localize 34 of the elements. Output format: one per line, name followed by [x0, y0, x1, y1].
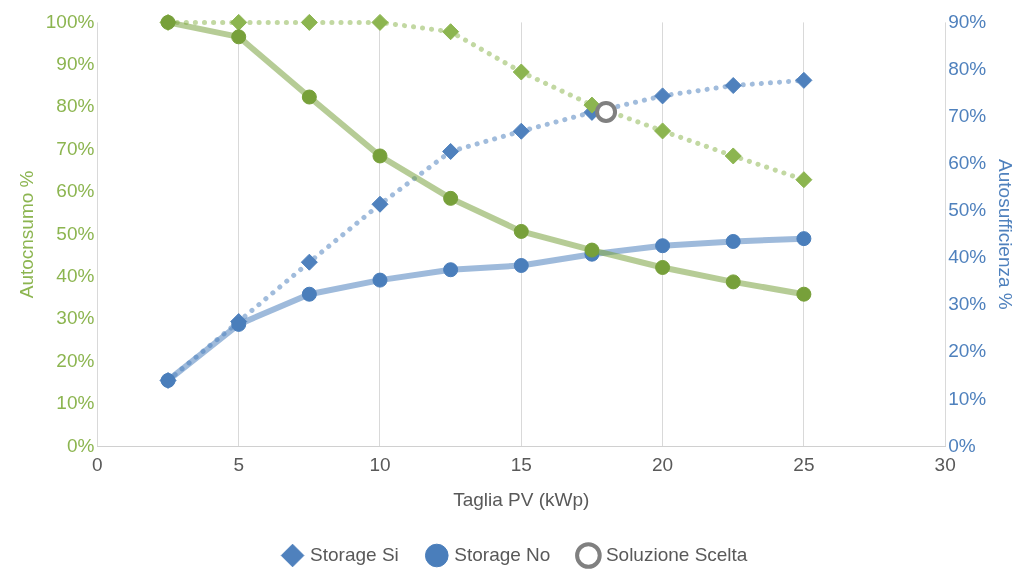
y2-tick-label: 50%	[948, 199, 987, 221]
y-tick-label: 20%	[56, 349, 95, 371]
y-tick-label: 50%	[56, 222, 95, 244]
y2-tick-label: 80%	[948, 57, 987, 79]
y-tick-label: 80%	[56, 95, 95, 117]
y2-tick-label: 20%	[948, 340, 987, 362]
y-tick-label: 70%	[56, 137, 95, 159]
x-tick-label: 10	[369, 454, 391, 476]
x-tick-label: 0	[92, 454, 103, 476]
x-tick-label: 25	[793, 454, 815, 476]
x-tick-label: 5	[233, 454, 244, 476]
y2-tick-label: 30%	[948, 293, 987, 315]
y-tick-label: 100%	[45, 10, 95, 32]
y2-axis-title: Autosufficienza %	[995, 159, 1017, 310]
y-tick-label: 90%	[56, 53, 95, 75]
y2-tick-label: 10%	[948, 387, 987, 409]
x-axis-title: Taglia PV (kWp)	[453, 488, 590, 510]
y2-tick-label: 60%	[948, 151, 987, 173]
y2-tick-label: 0%	[948, 434, 976, 456]
y-tick-label: 0%	[66, 434, 95, 456]
x-tick-label: 30	[934, 454, 956, 476]
legend-label: Soluzione Scelta	[605, 543, 748, 565]
y2-tick-label: 70%	[948, 104, 987, 126]
x-tick-label: 15	[510, 454, 532, 476]
legend-label: Storage No	[454, 543, 551, 565]
y2-tick-label: 90%	[948, 10, 987, 32]
y2-tick-label: 40%	[948, 246, 987, 268]
y-tick-label: 60%	[56, 180, 95, 202]
x-tick-label: 20	[652, 454, 674, 476]
legend-label: Storage Si	[310, 543, 399, 565]
y-tick-label: 40%	[56, 265, 95, 287]
y-tick-label: 30%	[56, 307, 95, 329]
y-axis-title: Autocnsumo %	[15, 170, 37, 299]
y-tick-label: 10%	[56, 392, 95, 414]
